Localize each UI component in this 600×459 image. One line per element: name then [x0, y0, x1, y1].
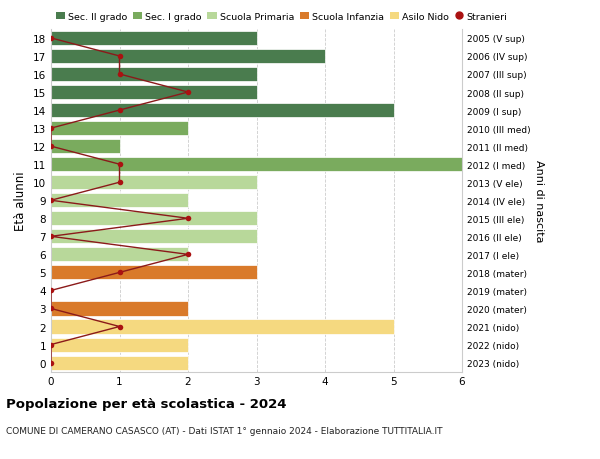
Bar	[51, 266, 257, 280]
Bar	[51, 320, 394, 334]
Legend: Sec. II grado, Sec. I grado, Scuola Primaria, Scuola Infanzia, Asilo Nido, Stran: Sec. II grado, Sec. I grado, Scuola Prim…	[56, 13, 508, 22]
Bar	[51, 230, 257, 244]
Bar	[51, 212, 257, 226]
Bar	[51, 176, 257, 190]
Bar	[51, 356, 188, 370]
Bar	[51, 50, 325, 64]
Y-axis label: Anni di nascita: Anni di nascita	[535, 160, 544, 242]
Bar	[51, 140, 119, 154]
Bar	[51, 158, 462, 172]
Bar	[51, 194, 188, 208]
Text: COMUNE DI CAMERANO CASASCO (AT) - Dati ISTAT 1° gennaio 2024 - Elaborazione TUTT: COMUNE DI CAMERANO CASASCO (AT) - Dati I…	[6, 426, 443, 435]
Bar	[51, 104, 394, 118]
Y-axis label: Età alunni: Età alunni	[14, 171, 28, 230]
Bar	[51, 122, 188, 136]
Bar	[51, 68, 257, 82]
Bar	[51, 248, 188, 262]
Bar	[51, 302, 188, 316]
Bar	[51, 32, 257, 46]
Text: Popolazione per età scolastica - 2024: Popolazione per età scolastica - 2024	[6, 397, 287, 410]
Bar	[51, 338, 188, 352]
Bar	[51, 86, 257, 100]
